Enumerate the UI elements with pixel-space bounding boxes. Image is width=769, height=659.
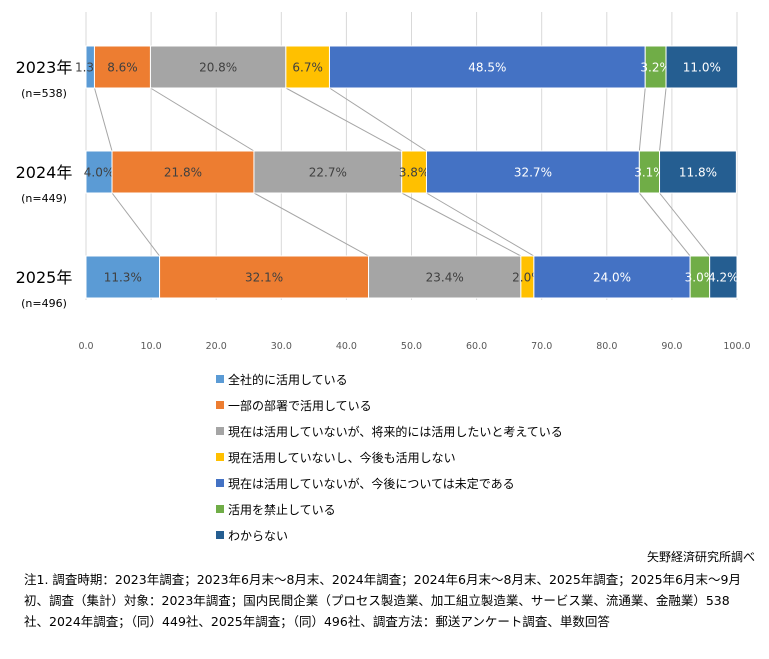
legend-item: 一部の部署で活用している [216,392,563,418]
data-label: 8.6% [107,61,138,75]
bar-segment [533,255,691,299]
legend-label: 現在は活用していないが、将来的には活用したいと考えている [228,424,563,439]
stacked-bar-chart: 0.0 10.0 20.0 30.0 40.0 50.0 60.0 70.0 80.0 90.0 1… [16,12,751,352]
data-label: 23.4% [426,271,464,285]
series-line [253,192,369,257]
bar-segment [659,150,737,194]
bar-segment [368,255,522,299]
series-line [638,192,691,257]
data-label: 3.8% [399,166,430,180]
data-label: 11.0% [683,61,721,75]
bar-segment [159,255,370,299]
legend-item: 現在は活用していないが、今後については未定である [216,470,563,496]
legend-item: 活用を禁止している [216,496,563,522]
series-line [111,192,160,257]
legend-swatch [216,479,224,487]
x-tick-label: 20.0 [206,341,227,352]
data-label: 21.8% [164,166,202,180]
series-line [638,87,646,152]
x-tick-label: 60.0 [466,341,487,352]
source-label: 矢野経済研究所調べ [646,550,755,564]
legend: 全社的に活用している一部の部署で活用している現在は活用していないが、将来的には活… [216,366,563,548]
data-label: 3.1% [634,166,665,180]
legend-label: 活用を禁止している [228,502,336,517]
x-tick-label: 80.0 [596,341,617,352]
bar-segment [285,45,330,89]
legend-item: わからない [216,522,563,548]
category-label: 2024年 [16,163,73,182]
series-line [285,87,402,152]
x-tick-label: 40.0 [336,341,357,352]
legend-swatch [216,427,224,435]
x-tick-label: 100.0 [723,341,750,352]
data-label: 11.3% [104,271,142,285]
legend-item: 現在は活用していないが、将来的には活用したいと考えている [216,418,563,444]
data-label: 48.5% [468,61,506,75]
series-line [426,192,535,257]
data-label: 3.0% [685,271,716,285]
bar-segment [665,45,739,89]
category-label: 2023年 [16,58,73,77]
bar-segment [253,150,403,194]
data-label: 20.8% [199,61,237,75]
bar-segment [93,45,151,89]
category-n-label: (n=496) [21,297,67,310]
x-tick-label: 90.0 [661,341,682,352]
x-tick-label: 10.0 [141,341,162,352]
data-label: 22.7% [309,166,347,180]
data-label: 32.7% [514,166,552,180]
legend-swatch [216,453,224,461]
bar-segment [401,150,427,194]
legend-label: 全社的に活用している [228,372,348,387]
category-n-label: (n=538) [21,87,67,100]
data-label: 4.2% [708,271,739,285]
legend-label: 現在活用していないし、今後も活用しない [228,450,456,465]
legend-item: 現在活用していないし、今後も活用しない [216,444,563,470]
footnote: 注1. 調査時期：2023年調査；2023年6月末～8月末、2024年調査；20… [24,572,741,629]
series-line [150,87,255,152]
legend-label: わからない [228,528,289,543]
legend-swatch [216,401,224,409]
data-label: 24.0% [593,271,631,285]
legend-swatch [216,531,224,539]
series-line [401,192,522,257]
data-label: 4.0% [84,166,115,180]
x-tick-label: 70.0 [531,341,552,352]
legend-label: 一部の部署で活用している [228,398,372,413]
series-line [659,192,711,257]
data-label: 6.7% [292,61,323,75]
x-tick-label: 50.0 [401,341,422,352]
bar-segment [709,255,738,299]
legend-swatch [216,375,224,383]
series-line [93,87,113,152]
bar-segment [149,45,287,89]
data-label: 32.1% [245,271,283,285]
series-line [329,87,427,152]
bar-segment [85,150,113,194]
series-line [659,87,667,152]
data-label: 11.8% [679,166,717,180]
data-label: 3.2% [640,61,671,75]
bar-segment [425,150,640,194]
legend-item: 全社的に活用している [216,366,563,392]
x-tick-label: 30.0 [271,341,292,352]
category-label: 2025年 [16,268,73,287]
legend-label: 現在は活用していないが、今後については未定である [228,476,515,491]
legend-swatch [216,505,224,513]
x-tick-label: 0.0 [78,341,93,352]
bar-segment [328,45,646,89]
category-n-label: (n=449) [21,192,67,205]
